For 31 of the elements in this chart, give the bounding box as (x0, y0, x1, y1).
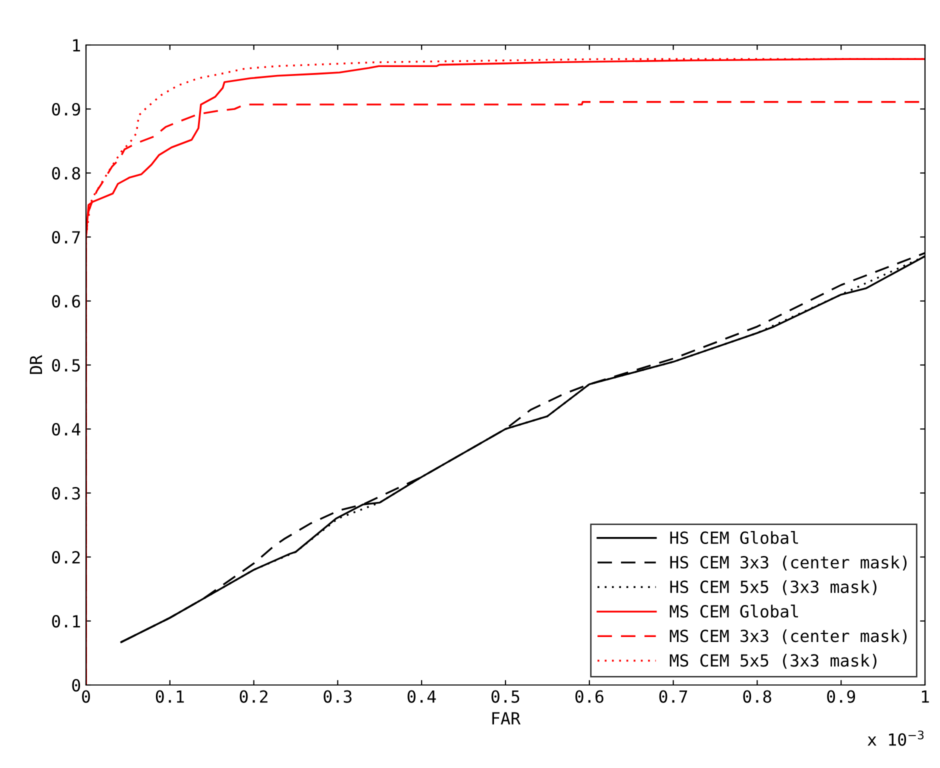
legend-label: MS CEM Global (670, 604, 798, 618)
x-tick-label: 0.4 (408, 690, 436, 703)
legend-label: HS CEM Global (670, 531, 798, 544)
x-tick-label: 0.1 (156, 690, 184, 703)
legend-label: HS CEM 5x5 (3x3 mask) (670, 580, 876, 596)
y-tick-label: 0 (72, 679, 80, 692)
legend-label: MS CEM 5x5 (3x3 mask) (670, 654, 876, 669)
y-tick-label: 0.6 (52, 295, 80, 308)
x-tick-label: 0.6 (575, 690, 604, 703)
x-tick-label: 0.5 (492, 690, 520, 703)
x-tick-label: 0.7 (659, 690, 688, 703)
y-tick-label: 0.1 (52, 615, 80, 628)
y-tick-label: 0.9 (52, 103, 80, 116)
legend-label: MS CEM 3x3 (center mask) (670, 629, 907, 644)
y-tick-label: 1 (73, 39, 80, 52)
x-axis-title: FAR (492, 712, 521, 724)
legend-label: HS CEM 3x3 (center mask) (670, 556, 907, 571)
y-tick-label: 0.5 (52, 359, 80, 372)
text: x 10$^{−3}$ (868, 730, 924, 746)
x-tick-label: 0 (82, 690, 90, 703)
x-tick-label: 0.9 (827, 690, 856, 703)
y-tick-label: 0.8 (52, 167, 80, 180)
y-tick-label: 0.2 (52, 551, 80, 564)
x-tick-label: 0.3 (324, 690, 352, 703)
y-axis-title: DR (30, 354, 42, 374)
x-tick-label: 0.8 (743, 690, 772, 703)
x-tick-label: 1 (922, 690, 929, 703)
y-tick-label: 0.3 (52, 487, 80, 500)
x-tick-label: 0.2 (240, 690, 268, 703)
y-tick-label: 0.7 (52, 231, 80, 244)
y-tick-label: 0.4 (52, 423, 80, 436)
